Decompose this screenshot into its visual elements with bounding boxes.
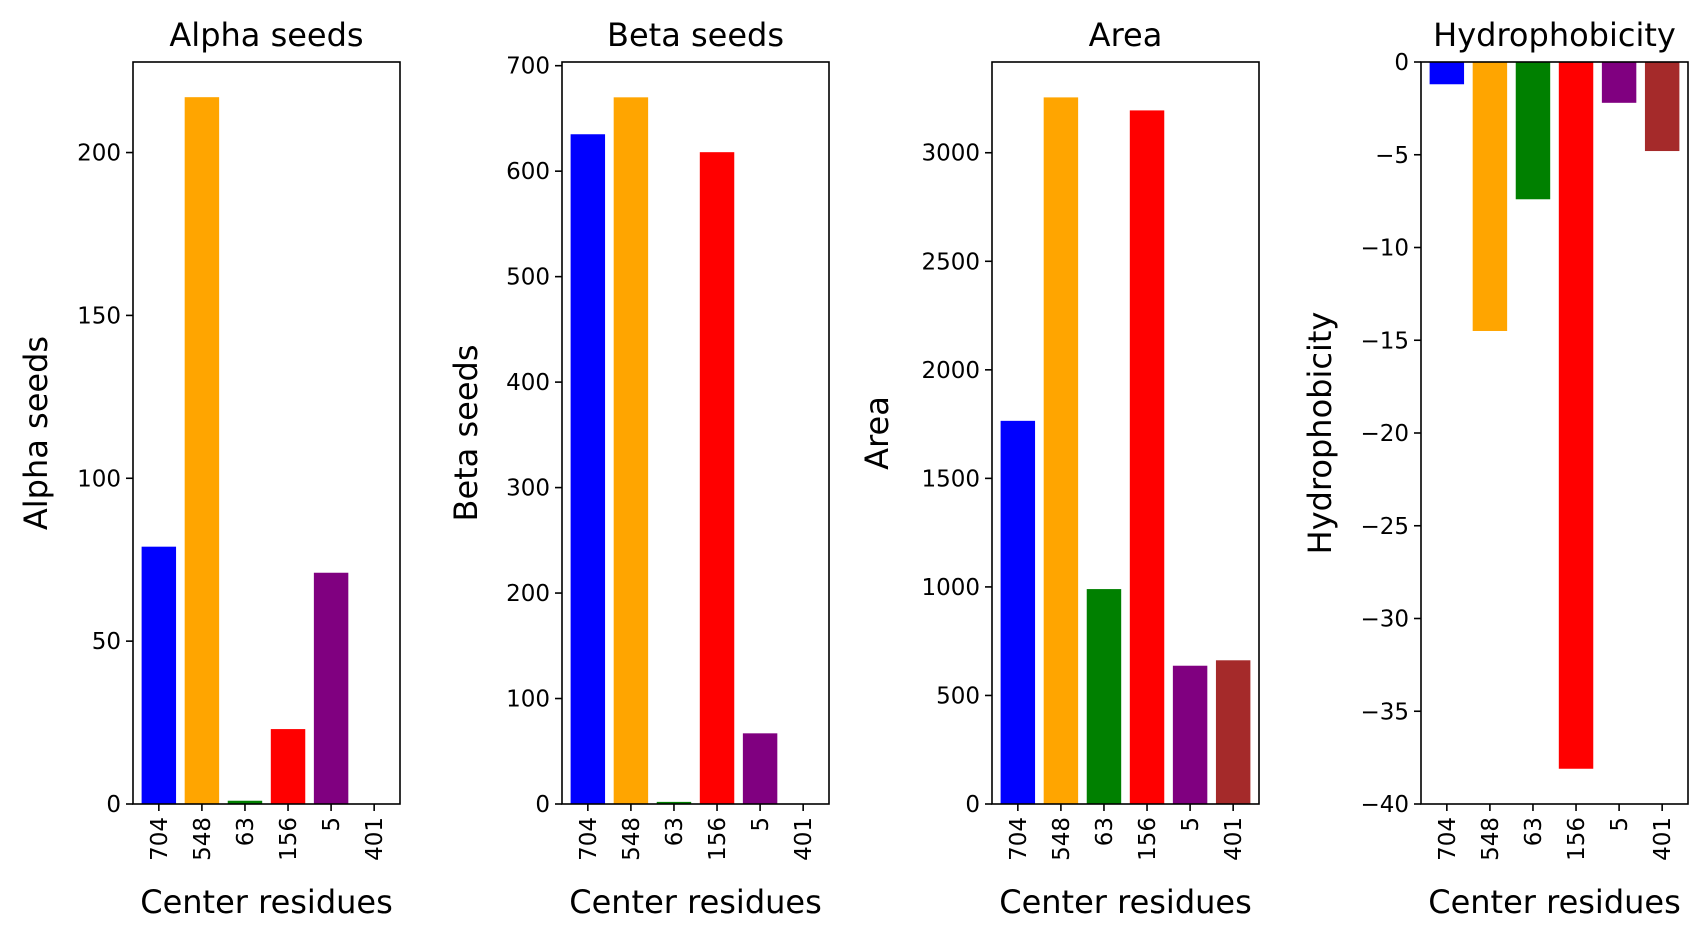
y-tick-label: 100 [506,687,550,713]
y-tick-label: 100 [77,466,121,492]
bar-548 [613,97,649,804]
bar-156 [699,152,735,804]
x-tick-label: 5 [748,817,774,832]
plot-frame [991,61,1260,805]
y-tick-label: 3000 [921,141,980,167]
bar-704 [1429,62,1465,85]
chart-title: Beta seeds [607,16,784,54]
chart-title: Alpha seeds [169,16,363,54]
x-tick-label: 401 [1650,817,1676,861]
x-tick-label: 156 [276,817,302,861]
chart-panel-4: 0 −5 −10 −15 −20 −25 −30 −35 −40 704 548 63 156 5 401 H… [1301,16,1689,921]
bar-5 [742,733,778,804]
x-axis-label: Center residues [1428,883,1681,921]
x-tick-label: 401 [791,817,817,861]
x-tick-label: 548 [190,817,216,861]
bar-156 [1129,110,1165,804]
bar-156 [270,729,306,804]
chart-panel-2: 0 100 200 300 400 500 600 700 704 548 63 156 5 401 Bet… [447,16,830,921]
bar-704 [1000,420,1036,804]
x-tick-label: 63 [1521,817,1547,846]
chart-title: Hydrophobicity [1433,16,1676,54]
bar-5 [313,572,349,804]
x-tick-label: 704 [147,817,173,861]
y-axis-label: Alpha seeds [17,336,55,530]
x-tick-label: 704 [1006,817,1032,861]
y-tick-label: 200 [77,141,121,167]
x-tick-label: 704 [576,817,602,861]
y-tick-label: 1500 [921,466,980,492]
y-tick-label: 0 [1394,50,1409,76]
bar-5 [1172,665,1208,804]
x-axis-label: Center residues [569,883,822,921]
x-tick-label: 548 [1049,817,1075,861]
bar-63 [227,800,263,804]
y-tick-label: 600 [506,159,550,185]
y-tick-label: 2000 [921,358,980,384]
bar-63 [656,801,692,804]
y-tick-label: 150 [77,303,121,329]
y-tick-label: −40 [1360,792,1409,818]
y-tick-label: 0 [535,792,550,818]
x-tick-label: 704 [1435,817,1461,861]
x-axis-label: Center residues [140,883,393,921]
bar-63 [1515,62,1551,200]
x-tick-label: 5 [1607,817,1633,832]
chart-panel-3: 0 500 1000 1500 2000 2500 3000 704 548 63 156 5 401 A… [858,16,1260,921]
chart-panel-1: 0 50 100 150 200 704 548 63 156 5 401 Alpha seeds Ce… [17,16,401,921]
x-tick-label: 63 [233,817,259,846]
x-tick-label: 401 [1221,817,1247,861]
bar-63 [1086,589,1122,804]
y-axis-label: Beta seeds [447,345,485,522]
y-tick-label: −30 [1360,607,1409,633]
y-tick-label: 0 [106,792,121,818]
bar-548 [1043,97,1079,804]
y-tick-label: 500 [936,683,980,709]
y-tick-label: −20 [1360,421,1409,447]
plot-frame [132,61,401,805]
x-tick-label: 156 [705,817,731,861]
y-tick-label: 0 [965,792,980,818]
y-tick-label: 300 [506,476,550,502]
y-tick-label: 1000 [921,575,980,601]
x-tick-label: 63 [662,817,688,846]
y-tick-label: 50 [92,629,121,655]
x-tick-label: 548 [1478,817,1504,861]
y-axis-label: Area [858,396,896,470]
bar-156 [1558,62,1594,769]
y-tick-label: 500 [506,265,550,291]
x-tick-label: 156 [1135,817,1161,861]
y-tick-label: −25 [1360,514,1409,540]
bar-548 [1472,62,1508,331]
y-tick-label: 700 [506,54,550,80]
bar-401 [1644,62,1680,152]
y-tick-label: 2500 [921,249,980,275]
bar-704 [570,134,606,804]
x-tick-label: 5 [319,817,345,832]
plot-frame [561,61,830,805]
y-tick-label: 400 [506,370,550,396]
bar-5 [1601,62,1637,103]
y-tick-label: −35 [1360,699,1409,725]
x-tick-label: 156 [1564,817,1590,861]
x-tick-label: 548 [619,817,645,861]
x-tick-label: 401 [362,817,388,861]
chart-title: Area [1089,16,1163,54]
y-tick-label: −5 [1375,143,1409,169]
y-tick-label: −15 [1360,328,1409,354]
plot-frame [1420,61,1689,805]
x-tick-label: 5 [1178,817,1204,832]
y-tick-label: −10 [1360,236,1409,262]
x-axis-label: Center residues [999,883,1252,921]
x-tick-label: 63 [1092,817,1118,846]
bar-704 [141,546,177,804]
bar-548 [184,97,220,805]
y-tick-label: 200 [506,581,550,607]
y-axis-label: Hydrophobicity [1301,312,1339,555]
bar-401 [1215,660,1251,804]
